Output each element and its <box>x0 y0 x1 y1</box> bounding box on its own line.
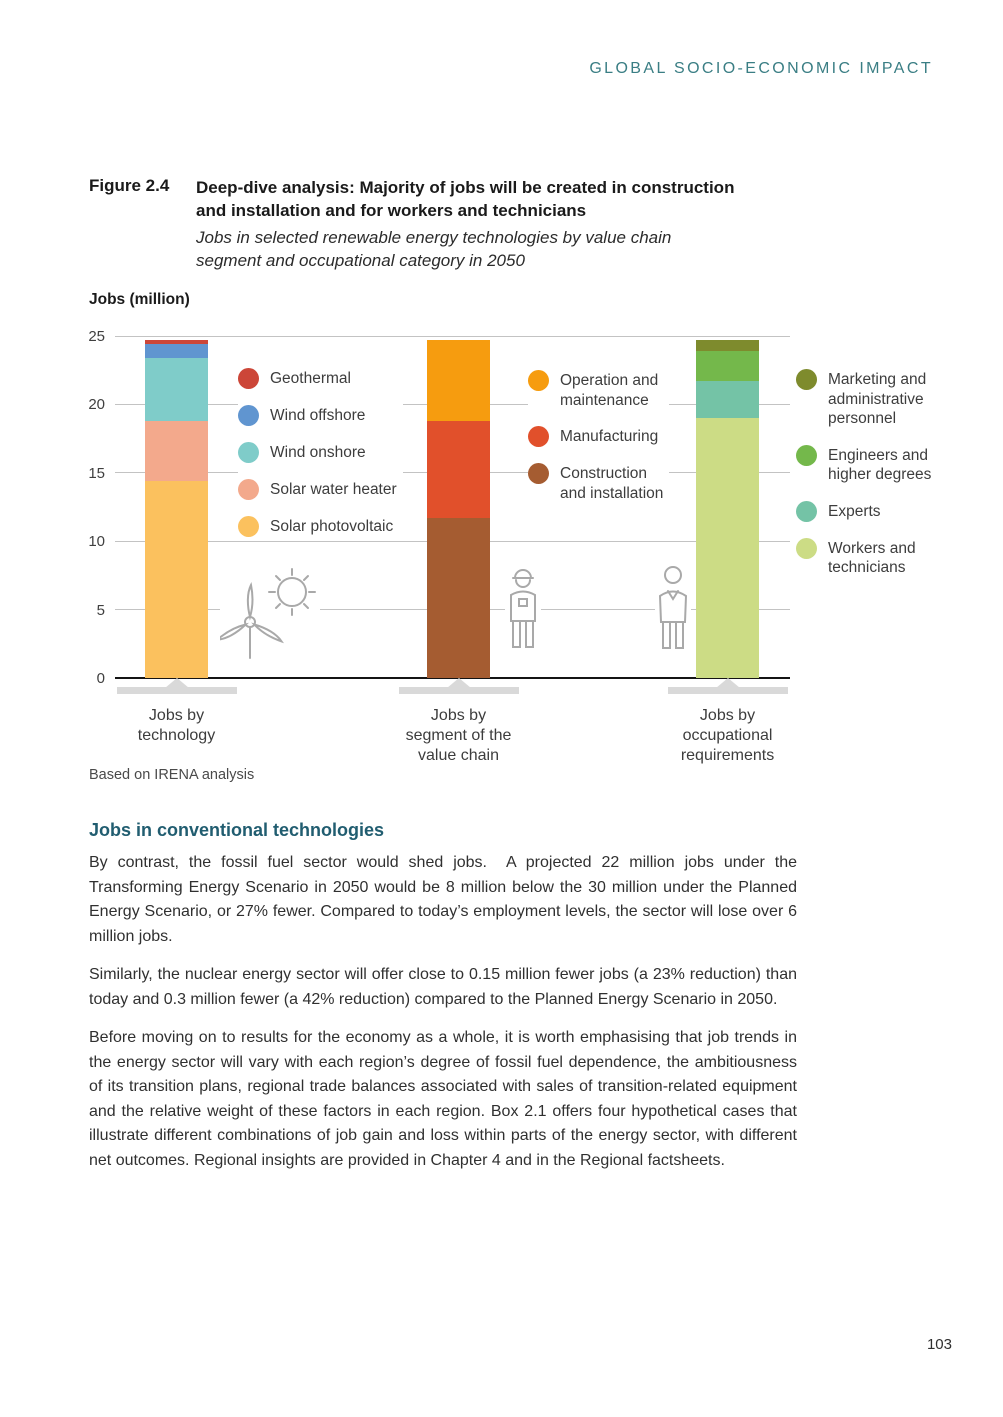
legend-item: Workers and technicians <box>796 537 931 578</box>
plot-area: 0 5 10 15 20 25 Jobs by technology Jobs by segm… <box>88 328 790 764</box>
legend-item: Engineers and higher degrees <box>796 444 932 485</box>
bar-segment <box>145 340 208 345</box>
legend-dot <box>796 369 817 390</box>
axis-pointer <box>398 678 519 694</box>
axis-pointer <box>667 678 788 694</box>
y-axis-title: Jobs (million) <box>89 291 190 308</box>
legend-label: Experts <box>828 502 881 520</box>
paragraph: Similarly, the nuclear energy sector wil… <box>89 966 797 1008</box>
body-text: By contrast, the fossil fuel sector woul… <box>89 851 797 1187</box>
legend-item: Operation and maintenance <box>528 370 663 410</box>
x-axis-group-label: Jobs by segment of the value chain <box>405 707 512 764</box>
legend-item: Wind offshore <box>238 405 397 426</box>
page-number: 103 <box>926 1336 952 1353</box>
figure-subtitle: Jobs in selected renewable energy techno… <box>196 228 672 270</box>
bar-segment <box>427 340 490 421</box>
stacked-bar <box>145 340 208 678</box>
legend-technology: Geothermal Wind offshore Wind onshore Solar… <box>238 367 403 539</box>
legend-item: Geothermal <box>238 368 397 389</box>
y-tick-label: 25 <box>88 328 105 345</box>
bar-segment <box>696 351 759 382</box>
bar-segment <box>427 420 490 518</box>
stacked-bar <box>427 340 490 678</box>
legend-dot <box>528 370 549 391</box>
legend-dot <box>238 442 259 463</box>
y-tick-label: 5 <box>96 601 105 619</box>
legend-item: Solar photovoltaic <box>238 516 397 537</box>
legend-item: Solar water heater <box>238 479 397 500</box>
paragraph: By contrast, the fossil fuel sector woul… <box>89 854 797 945</box>
bar-segment <box>696 418 759 678</box>
pointer-notch <box>164 678 189 688</box>
legend-label: Marketing and administrative personnel <box>828 371 927 427</box>
bar-segment <box>145 420 208 482</box>
pointer-notch <box>715 678 740 688</box>
legend-label: Solar photovoltaic <box>270 518 394 535</box>
legend-item: Wind onshore <box>238 442 397 463</box>
legend-dot <box>238 405 259 426</box>
legend-label: Operation and maintenance <box>560 372 659 409</box>
legend-label: Workers and technicians <box>828 539 916 577</box>
legend-label: Wind offshore <box>270 407 366 424</box>
legend-label: Manufacturing <box>560 428 659 445</box>
legend-label: Geothermal <box>270 370 351 387</box>
running-header: GLOBAL SOCIO-ECONOMIC IMPACT <box>589 60 933 77</box>
figure-label: Figure 2.4 <box>89 176 170 195</box>
figure-title-block: Deep-dive analysis: Majority of jobs wil… <box>196 176 734 272</box>
x-axis-group-label: Jobs by occupational requirements <box>680 707 775 764</box>
figure-caption: Figure 2.4 Deep-dive analysis: Majority … <box>89 176 734 272</box>
bar-segment <box>696 381 759 419</box>
legend-dot <box>796 537 817 559</box>
wind-turbine-sun-icon <box>220 565 320 660</box>
legend-dot <box>238 479 259 500</box>
bar-segment <box>145 357 208 421</box>
y-tick-label: 0 <box>96 670 105 687</box>
legend-dot <box>796 444 817 466</box>
gridline-25 <box>115 335 790 337</box>
legend-item: Experts <box>796 500 931 522</box>
legend-label: Construction and installation <box>560 465 664 502</box>
pointer-notch <box>446 678 471 688</box>
x-axis-group-label: Jobs by technology <box>137 707 216 744</box>
legend-dot <box>528 426 549 447</box>
legend-dot <box>528 463 549 484</box>
y-tick-label: 10 <box>88 533 105 551</box>
bar-segment <box>427 517 490 678</box>
legend-item: Manufacturing <box>528 426 663 447</box>
stacked-bar <box>696 340 759 678</box>
figure-title: Deep-dive analysis: Majority of jobs wil… <box>196 178 735 220</box>
axis-pointer <box>116 678 237 694</box>
legend-label: Wind onshore <box>270 444 366 461</box>
y-tick-label: 15 <box>88 464 105 482</box>
bar-segment <box>145 481 208 678</box>
legend-item: Construction and installation <box>528 463 664 503</box>
legend-label: Solar water heater <box>270 481 397 498</box>
legend-occupation: Marketing and administrative personnel En… <box>796 368 938 580</box>
chart-source-note: Based on IRENA analysis <box>89 767 255 783</box>
bar-segment <box>696 340 759 352</box>
section-heading: Jobs in conventional technologies <box>89 820 385 840</box>
legend-label: Engineers and higher degrees <box>828 446 932 484</box>
legend-dot <box>796 500 817 522</box>
legend-value-chain: Operation and maintenance Manufacturing Co… <box>528 369 670 505</box>
paragraph: Before moving on to results for the econ… <box>89 1029 797 1169</box>
construction-worker-icon <box>505 566 541 650</box>
y-tick-label: 20 <box>88 396 105 414</box>
bar-segment <box>145 344 208 358</box>
person-icon <box>655 565 691 651</box>
legend-dot <box>238 368 259 389</box>
legend-dot <box>238 516 259 537</box>
legend-item: Marketing and administrative personnel <box>796 369 931 429</box>
stacked-bar-chart: Jobs (million) 0 5 10 15 20 25 Jobs by technol… <box>0 285 1003 785</box>
